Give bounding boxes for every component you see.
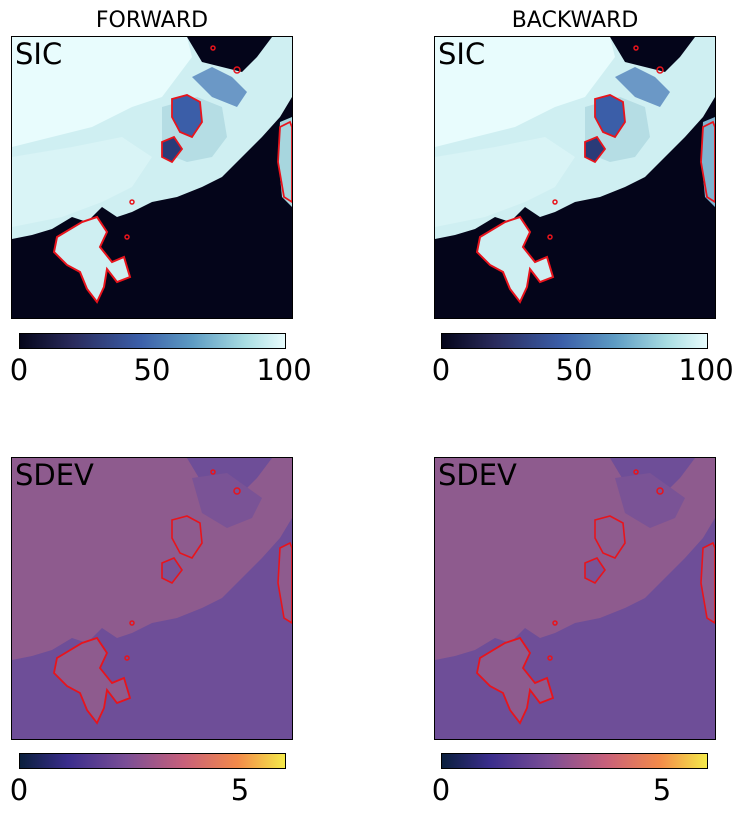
sic-colorbar-backward xyxy=(441,333,708,349)
sic-backward-tick-50: 50 xyxy=(555,353,593,387)
sic-backward-tick-0: 0 xyxy=(431,353,451,387)
sic-backward-tick-100: 100 xyxy=(678,353,734,387)
sdev-colorbar-backward xyxy=(441,753,708,769)
column-title-backward: BACKWARD xyxy=(511,8,639,33)
sic-forward-tick-100: 100 xyxy=(256,353,312,387)
panel-label-sic-backward: SIC xyxy=(438,37,486,71)
sdev-map-forward: SDEV xyxy=(11,457,293,740)
sdev-forward-tick-5: 5 xyxy=(230,773,250,807)
sic-map-backward: SIC xyxy=(434,36,716,319)
sic-forward-tick-0: 0 xyxy=(9,353,29,387)
sic-forward-tick-50: 50 xyxy=(133,353,171,387)
sdev-backward-tick-5: 5 xyxy=(652,773,672,807)
panel-label-sdev-forward: SDEV xyxy=(15,458,94,492)
sdev-map-backward: SDEV xyxy=(434,457,716,740)
column-title-forward: FORWARD xyxy=(95,8,209,33)
sdev-forward-tick-0: 0 xyxy=(9,773,29,807)
sdev-backward-tick-0: 0 xyxy=(431,773,451,807)
panel-label-sdev-backward: SDEV xyxy=(438,458,517,492)
panel-label-sic-forward: SIC xyxy=(15,37,63,71)
sic-colorbar-forward xyxy=(19,333,286,349)
sic-map-forward: SIC xyxy=(11,36,293,319)
sdev-colorbar-forward xyxy=(19,753,286,769)
